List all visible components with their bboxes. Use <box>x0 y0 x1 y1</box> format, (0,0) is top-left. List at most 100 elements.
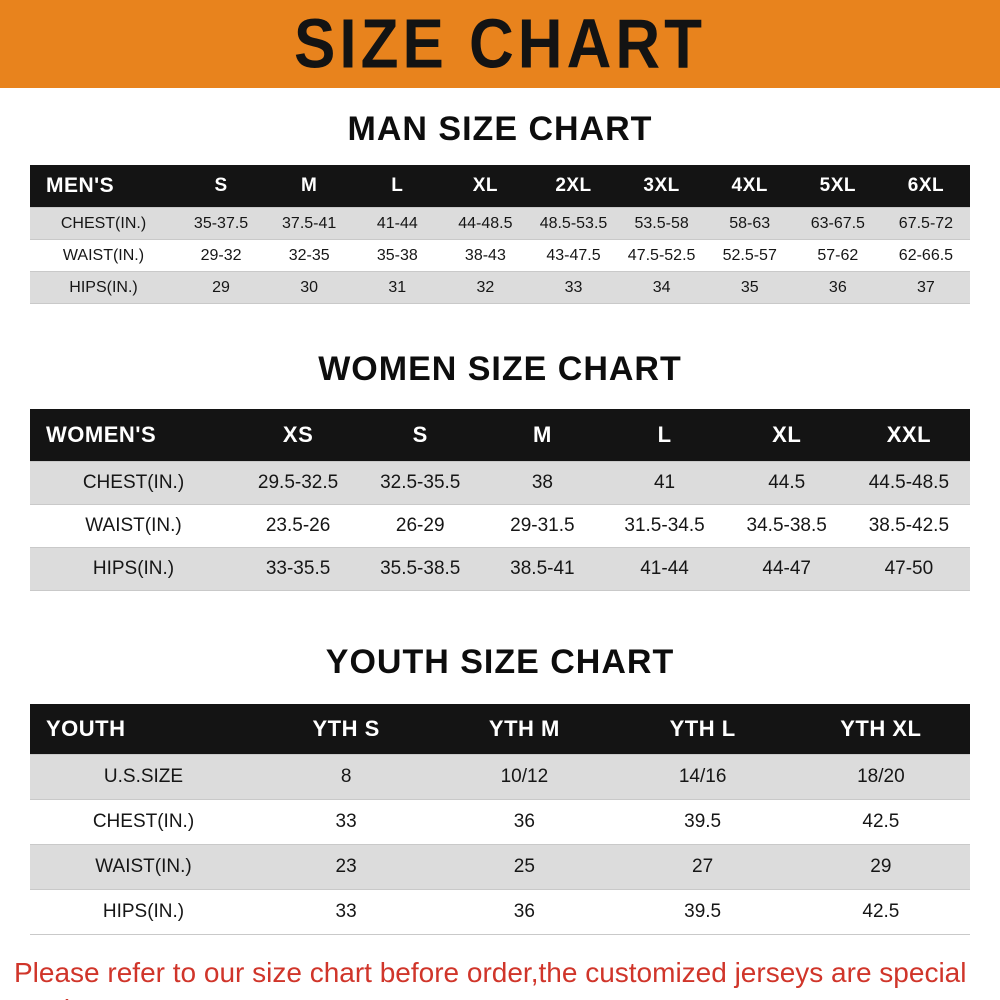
size-column-header: S <box>177 165 266 208</box>
size-value: 67.5-72 <box>881 207 970 240</box>
row-label: HIPS(IN.) <box>30 271 177 304</box>
table-header-row: YOUTH YTH S YTH M YTH L YTH XL <box>30 704 970 755</box>
size-column-header: 5XL <box>793 165 882 208</box>
order-policy-line-1: Please refer to our size chart before or… <box>14 957 967 1000</box>
size-column-header: L <box>353 165 442 208</box>
size-value: 52.5-57 <box>705 239 794 272</box>
size-value: 47.5-52.5 <box>617 239 706 272</box>
size-column-header: 6XL <box>881 165 970 208</box>
size-value: 32.5-35.5 <box>359 461 482 505</box>
size-column-header: YTH S <box>257 704 436 755</box>
measurement-row: U.S.SIZE 8 10/12 14/16 18/20 <box>30 754 970 800</box>
size-column-header: L <box>603 409 726 462</box>
measurement-row: WAIST(IN.) 23 25 27 29 <box>30 844 970 890</box>
size-value: 44.5-48.5 <box>847 461 970 505</box>
size-value: 42.5 <box>791 799 970 845</box>
size-column-header: 4XL <box>705 165 794 208</box>
size-value: 44.5 <box>725 461 848 505</box>
measurement-row: CHEST(IN.) 35-37.5 37.5-41 41-44 44-48.5 48.5… <box>30 207 970 240</box>
size-value: 32 <box>441 271 530 304</box>
size-value: 38.5-41 <box>481 547 604 591</box>
order-policy-note: Please refer to our size chart before or… <box>0 955 1000 1000</box>
size-value: 43-47.5 <box>529 239 618 272</box>
size-value: 10/12 <box>435 754 614 800</box>
women-size-section: WOMEN SIZE CHART WOMEN'S XS S M L XL XXL CHEST(… <box>0 350 1000 591</box>
size-column-header: S <box>359 409 482 462</box>
size-value: 31 <box>353 271 442 304</box>
measurement-row: CHEST(IN.) 33 36 39.5 42.5 <box>30 799 970 845</box>
size-value: 35 <box>705 271 794 304</box>
table-header-row: MEN'S S M L XL 2XL 3XL 4XL 5XL 6XL <box>30 165 970 208</box>
size-value: 38-43 <box>441 239 530 272</box>
size-value: 53.5-58 <box>617 207 706 240</box>
size-value: 48.5-53.5 <box>529 207 618 240</box>
women-size-table: WOMEN'S XS S M L XL XXL CHEST(IN.) 29.5-32.5 32.5… <box>30 409 970 591</box>
size-value: 36 <box>435 889 614 935</box>
size-value: 32-35 <box>265 239 354 272</box>
size-value: 31.5-34.5 <box>603 504 726 548</box>
size-column-header: YTH M <box>435 704 614 755</box>
size-value: 34.5-38.5 <box>725 504 848 548</box>
size-value: 38 <box>481 461 604 505</box>
size-value: 62-66.5 <box>881 239 970 272</box>
size-value: 41-44 <box>353 207 442 240</box>
size-column-header: YTH XL <box>791 704 970 755</box>
size-value: 30 <box>265 271 354 304</box>
size-column-header: 3XL <box>617 165 706 208</box>
size-value: 44-47 <box>725 547 848 591</box>
size-value: 33-35.5 <box>237 547 360 591</box>
measurement-row: WAIST(IN.) 23.5-26 26-29 29-31.5 31.5-34.5 34… <box>30 504 970 548</box>
size-value: 25 <box>435 844 614 890</box>
size-value: 29.5-32.5 <box>237 461 360 505</box>
size-value: 26-29 <box>359 504 482 548</box>
size-value: 63-67.5 <box>793 207 882 240</box>
size-value: 35-38 <box>353 239 442 272</box>
size-value: 33 <box>529 271 618 304</box>
title-banner: SIZE CHART <box>0 0 1000 88</box>
measurement-row: HIPS(IN.) 33-35.5 35.5-38.5 38.5-41 41-44 44-… <box>30 547 970 591</box>
size-value: 27 <box>613 844 792 890</box>
size-column-header: XL <box>441 165 530 208</box>
size-value: 14/16 <box>613 754 792 800</box>
size-value: 33 <box>257 889 436 935</box>
row-label: CHEST(IN.) <box>30 799 257 845</box>
women-section-heading: WOMEN SIZE CHART <box>318 350 682 388</box>
row-label: WAIST(IN.) <box>30 844 257 890</box>
size-value: 38.5-42.5 <box>847 504 970 548</box>
men-section-heading: MAN SIZE CHART <box>347 110 653 148</box>
row-label: WAIST(IN.) <box>30 504 237 548</box>
size-value: 57-62 <box>793 239 882 272</box>
row-label: CHEST(IN.) <box>30 207 177 240</box>
row-label: U.S.SIZE <box>30 754 257 800</box>
size-value: 37 <box>881 271 970 304</box>
size-column-header: M <box>265 165 354 208</box>
size-value: 42.5 <box>791 889 970 935</box>
measurement-row: CHEST(IN.) 29.5-32.5 32.5-35.5 38 41 44.5 44.5… <box>30 461 970 505</box>
size-value: 58-63 <box>705 207 794 240</box>
table-title-cell: YOUTH <box>30 704 257 755</box>
size-value: 33 <box>257 799 436 845</box>
table-title-cell: WOMEN'S <box>30 409 237 462</box>
size-value: 23 <box>257 844 436 890</box>
table-title-cell: MEN'S <box>30 165 177 208</box>
size-value: 36 <box>793 271 882 304</box>
men-size-table: MEN'S S M L XL 2XL 3XL 4XL 5XL 6XL CHEST(IN.) 35-37… <box>30 165 970 304</box>
size-value: 35-37.5 <box>177 207 266 240</box>
measurement-row: WAIST(IN.) 29-32 32-35 35-38 38-43 43-47.5 47.… <box>30 239 970 272</box>
size-column-header: XL <box>725 409 848 462</box>
size-value: 36 <box>435 799 614 845</box>
size-value: 35.5-38.5 <box>359 547 482 591</box>
youth-section-heading: YOUTH SIZE CHART <box>325 643 675 681</box>
size-column-header: XS <box>237 409 360 462</box>
size-value: 39.5 <box>613 799 792 845</box>
measurement-row: HIPS(IN.) 29 30 31 32 33 34 35 36 37 <box>30 271 970 304</box>
men-size-section: MAN SIZE CHART MEN'S S M L XL 2XL 3XL 4XL 5XL 6XL… <box>0 110 1000 304</box>
size-value: 29-32 <box>177 239 266 272</box>
size-value: 29 <box>177 271 266 304</box>
size-column-header: YTH L <box>613 704 792 755</box>
size-column-header: M <box>481 409 604 462</box>
size-value: 47-50 <box>847 547 970 591</box>
size-value: 29-31.5 <box>481 504 604 548</box>
youth-size-section: YOUTH SIZE CHART YOUTH YTH S YTH M YTH L YTH… <box>0 643 1000 935</box>
size-value: 39.5 <box>613 889 792 935</box>
